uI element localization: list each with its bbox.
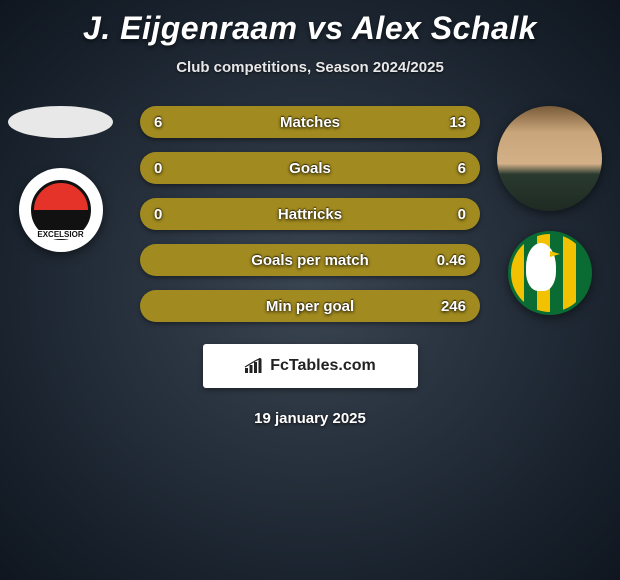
stat-bar-row: Hattricks0 0: [140, 198, 480, 230]
subtitle: Club competitions, Season 2024/2025: [0, 59, 620, 76]
club-logo-left: EXCELSIOR: [19, 168, 103, 252]
stat-value-right: 0: [458, 198, 466, 230]
stat-label: Hattricks: [140, 198, 480, 230]
club-logo-left-text: EXCELSIOR: [34, 230, 88, 239]
stat-bar-row: Min per goal246: [140, 290, 480, 322]
stats-area: EXCELSIOR Matches613Goals06Hattricks00Go…: [0, 106, 620, 322]
stat-bars: Matches613Goals06Hattricks00Goals per ma…: [140, 106, 480, 322]
right-player-column: [497, 106, 602, 315]
stat-value-right: 6: [458, 152, 466, 184]
player-right-avatar: [497, 106, 602, 211]
player-left-avatar-placeholder: [8, 106, 113, 138]
bar-chart-icon: [244, 358, 264, 374]
date-text: 19 january 2025: [0, 410, 620, 427]
stat-label: Matches: [140, 106, 480, 138]
stat-value-right: 246: [441, 290, 466, 322]
stork-icon: [526, 243, 556, 291]
club-logo-right: [508, 231, 592, 315]
stat-label: Min per goal: [140, 290, 480, 322]
stat-value-left: 0: [154, 152, 162, 184]
fctables-label: FcTables.com: [270, 357, 376, 375]
stat-bar-row: Goals0 6: [140, 152, 480, 184]
stat-bar-row: Matches6 13: [140, 106, 480, 138]
page-title: J. Eijgenraam vs Alex Schalk: [0, 10, 620, 47]
comparison-card: J. Eijgenraam vs Alex Schalk Club compet…: [0, 0, 620, 427]
stat-value-left: 0: [154, 198, 162, 230]
stat-value-left: 6: [154, 106, 162, 138]
fctables-attribution[interactable]: FcTables.com: [203, 344, 418, 388]
stat-label: Goals: [140, 152, 480, 184]
stat-value-right: 13: [449, 106, 466, 138]
stat-value-right: 0.46: [437, 244, 466, 276]
left-player-column: EXCELSIOR: [8, 106, 113, 252]
face-icon: [497, 106, 602, 211]
stat-label: Goals per match: [140, 244, 480, 276]
excelsior-icon: EXCELSIOR: [31, 180, 91, 240]
stat-bar-row: Goals per match0.46: [140, 244, 480, 276]
